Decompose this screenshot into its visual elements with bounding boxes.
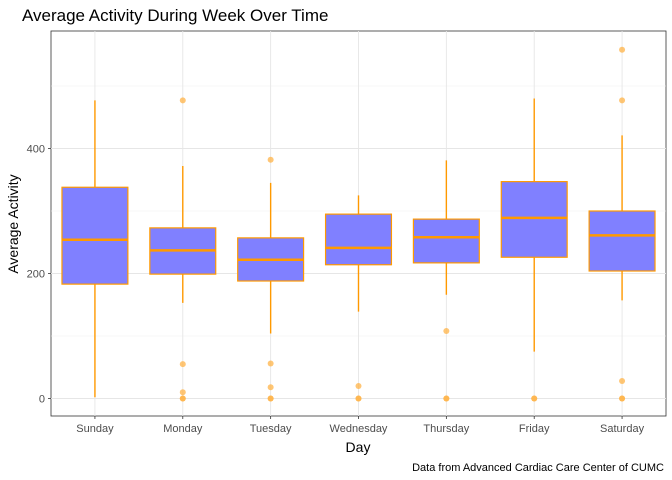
plot-panel — [50, 30, 667, 417]
box-sunday — [61, 100, 129, 398]
outlier-point — [619, 395, 626, 402]
box-monday — [149, 97, 217, 402]
outlier-point — [267, 384, 274, 391]
x-tick-label: Monday — [163, 423, 203, 435]
outlier-point — [267, 156, 274, 163]
outlier-point — [179, 361, 186, 368]
box-saturday — [588, 46, 656, 402]
chart-caption: Data from Advanced Cardiac Care Center o… — [412, 462, 664, 474]
x-tick-label: Friday — [519, 423, 550, 435]
box-iqr — [412, 218, 480, 264]
outlier-point — [619, 46, 626, 53]
x-tick-label: Sunday — [76, 423, 114, 435]
y-tick-label: 200 — [27, 269, 45, 281]
box-thursday — [412, 160, 480, 402]
outlier-point — [443, 395, 450, 402]
outlier-point — [619, 97, 626, 104]
outlier-point — [443, 328, 450, 334]
boxes — [61, 46, 656, 402]
x-tick-label: Saturday — [600, 423, 645, 435]
box-friday — [500, 98, 568, 402]
outlier-point — [179, 389, 186, 396]
x-axis-title: Day — [346, 439, 371, 455]
y-axis: 0 200 400 — [27, 144, 51, 406]
y-tick-label: 0 — [39, 394, 45, 406]
box-wednesday — [324, 195, 393, 402]
chart-title: Average Activity During Week Over Time — [22, 6, 328, 25]
outlier-point — [179, 395, 186, 402]
box-iqr — [588, 210, 656, 272]
x-tick-label: Tuesday — [250, 423, 292, 435]
box-iqr — [61, 186, 129, 285]
x-tick-label: Wednesday — [330, 423, 388, 435]
outlier-point — [355, 383, 362, 389]
outlier-point — [179, 97, 186, 104]
box-tuesday — [237, 156, 305, 402]
box-iqr — [324, 213, 393, 266]
x-axis: Sunday Monday Tuesday Wednesday Thursday Frid… — [76, 416, 645, 435]
outlier-point — [267, 395, 274, 402]
outlier-point — [267, 360, 274, 367]
box-iqr — [500, 181, 568, 258]
outlier-point — [619, 378, 626, 384]
y-axis-title: Average Activity — [5, 174, 21, 273]
outlier-point — [355, 395, 362, 402]
x-tick-label: Thursday — [423, 423, 469, 435]
y-tick-label: 400 — [27, 144, 45, 156]
outlier-point — [531, 395, 538, 402]
